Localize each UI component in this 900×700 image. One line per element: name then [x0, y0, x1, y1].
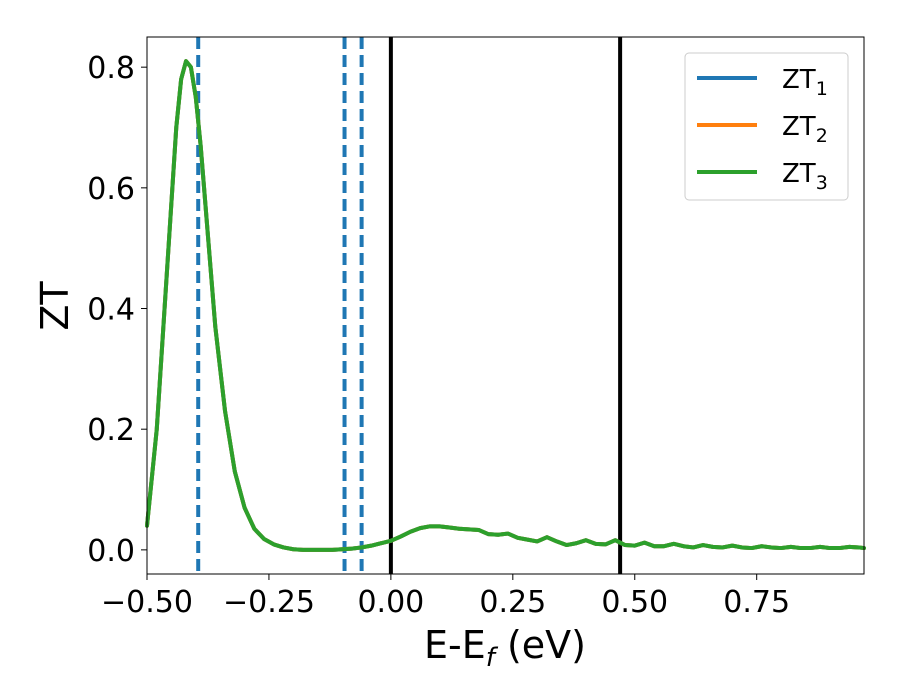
x-tick-label-2: 0.00 [357, 585, 424, 620]
series-line-3 [145, 59, 866, 552]
y-tick-label-4: 0.8 [87, 51, 135, 86]
x-tick-label-1: −0.25 [223, 585, 315, 620]
x-axis-label: E-Ef (eV) [424, 623, 586, 673]
x-tick-label-5: 0.75 [723, 585, 790, 620]
y-tick-label-0: 0.0 [87, 534, 135, 569]
legend-label-2: ZT2 [782, 112, 828, 147]
legend-label-3: ZT3 [782, 159, 828, 194]
x-tick-label-4: 0.50 [601, 585, 668, 620]
plot-frame [146, 36, 865, 575]
x-tick-label-0: −0.50 [101, 585, 193, 620]
x-tick-label-3: 0.25 [479, 585, 546, 620]
y-tick-label-2: 0.4 [87, 293, 135, 328]
legend-box [684, 52, 849, 201]
y-axis-label: ZT [33, 281, 77, 331]
x-axis-label-main: E-E [424, 623, 486, 667]
y-tick-label-3: 0.6 [87, 172, 135, 207]
legend-label-1: ZT1 [782, 65, 828, 100]
legend: ZT1 ZT2 ZT3 [684, 52, 849, 201]
y-tick-label-1: 0.2 [87, 413, 135, 448]
x-axis-label-suffix: (eV) [495, 623, 586, 667]
